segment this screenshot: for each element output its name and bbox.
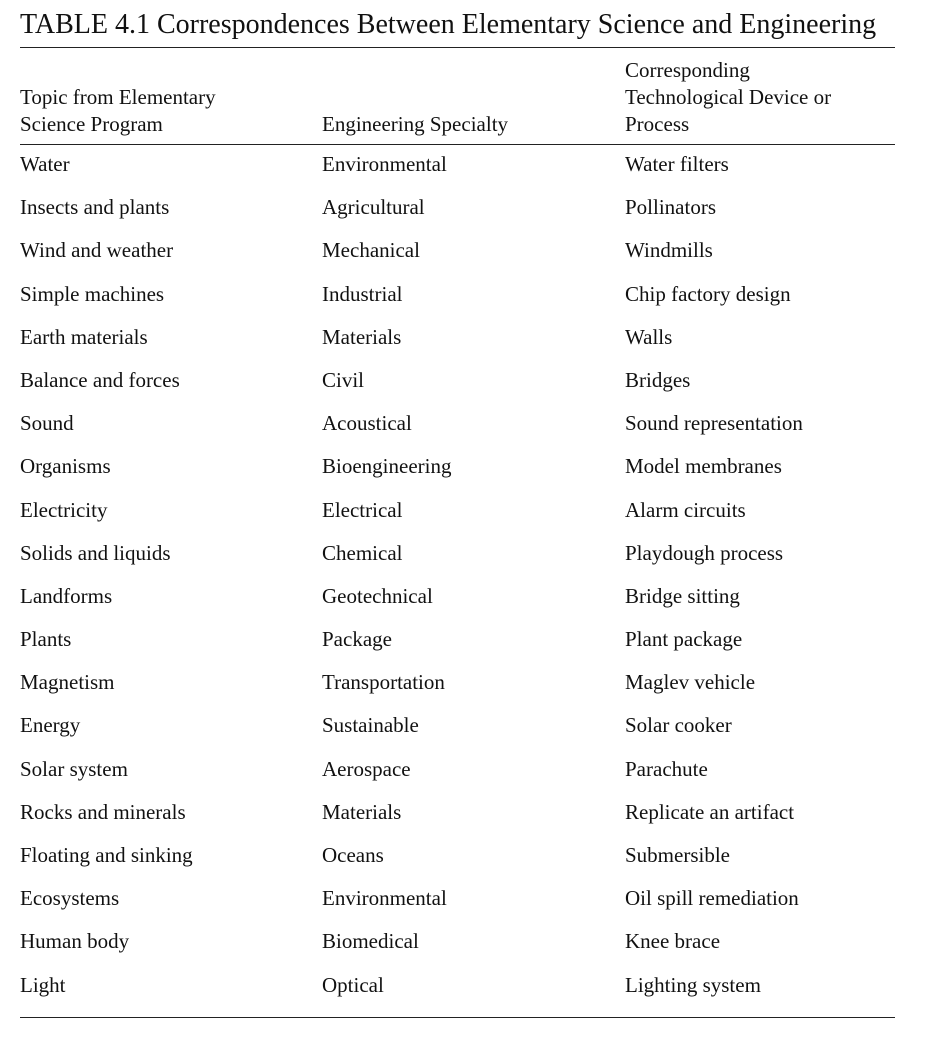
- table-row: Earth materials Materials Walls: [20, 324, 895, 367]
- cell-topic: Floating and sinking: [20, 843, 193, 867]
- cell-topic: Landforms: [20, 583, 113, 608]
- cell-device: Maglev vehicle: [625, 670, 756, 695]
- table-row: Insects and plants Agricultural Pollinator…: [20, 194, 895, 237]
- table-row: Human body Biomedical Knee brace: [20, 928, 895, 971]
- cell-device: Sound representation: [625, 411, 803, 436]
- cell-specialty: Geotechnical: [322, 583, 433, 608]
- table-row: Light Optical Lighting system: [20, 972, 895, 1015]
- cell-specialty: Sustainable: [322, 713, 419, 738]
- cell-topic: Solids and liquids: [20, 540, 171, 565]
- cell-topic: Rocks and minerals: [20, 799, 186, 824]
- cell-specialty: Industrial: [322, 281, 403, 306]
- cell-topic: Light: [20, 972, 66, 997]
- cell-specialty: Mechanical: [322, 238, 420, 263]
- table-row: Plants Package Plant package: [20, 626, 895, 669]
- cell-device: Windmills: [625, 238, 713, 263]
- cell-device: Solar cooker: [625, 713, 732, 738]
- table-header: Topic from Elementary Science Program En…: [20, 48, 895, 144]
- cell-topic: Organisms: [20, 454, 111, 479]
- cell-device: Bridges: [625, 367, 691, 392]
- cell-topic: Electricity: [20, 497, 108, 522]
- header-rule: [20, 144, 895, 145]
- cell-topic: Water: [20, 152, 70, 176]
- cell-topic: Earth materials: [20, 324, 148, 349]
- cell-specialty: Chemical: [322, 540, 403, 565]
- table-row: Simple machines Industrial Chip factory de…: [20, 281, 895, 324]
- table-row: Floating and sinking Oceans Submersible: [20, 842, 895, 885]
- cell-specialty: Materials: [322, 799, 402, 824]
- column-header-specialty: Engineering Specialty: [322, 112, 509, 136]
- table-body: Water Environmental Water filters Insects a…: [20, 145, 895, 1015]
- table-row: Sound Acoustical Sound representation: [20, 410, 895, 453]
- cell-device: Walls: [625, 324, 673, 349]
- cell-device: Parachute: [625, 756, 708, 781]
- table-row: Ecosystems Environmental Oil spill remedia…: [20, 885, 895, 928]
- cell-topic: Ecosystems: [20, 886, 120, 911]
- cell-topic: Simple machines: [20, 281, 165, 306]
- cell-device: Water filters: [625, 152, 729, 176]
- cell-topic: Balance and forces: [20, 367, 180, 392]
- cell-device: Submersible: [625, 843, 730, 867]
- cell-device: Oil spill remediation: [625, 886, 799, 911]
- cell-specialty: Materials: [322, 324, 402, 349]
- table-row: Organisms Bioengineering Model membranes: [20, 453, 895, 496]
- table-row: Solids and liquids Chemical Playdough proc…: [20, 540, 895, 583]
- cell-topic: Human body: [20, 929, 130, 954]
- document-page: TABLE 4.1 Correspondences Between Elemen…: [20, 8, 895, 1018]
- table-row: Solar system Aerospace Parachute: [20, 756, 895, 799]
- table-row: Balance and forces Civil Bridges: [20, 367, 895, 410]
- cell-device: Alarm circuits: [625, 497, 746, 522]
- table-row: Electricity Electrical Alarm circuits: [20, 497, 895, 540]
- table-row: Energy Sustainable Solar cooker: [20, 712, 895, 755]
- table-title: TABLE 4.1 Correspondences Between Elemen…: [20, 9, 877, 40]
- column-header-device: Corresponding Technological Device or Pr…: [625, 58, 832, 136]
- cell-device: Replicate an artifact: [625, 799, 795, 824]
- cell-device: Chip factory design: [625, 281, 791, 306]
- cell-specialty: Transportation: [322, 670, 445, 695]
- cell-device: Lighting system: [625, 972, 761, 997]
- cell-specialty: Package: [322, 627, 392, 652]
- cell-specialty: Bioengineering: [322, 454, 452, 479]
- cell-specialty: Oceans: [322, 843, 384, 867]
- cell-topic: Magnetism: [20, 670, 115, 695]
- cell-device: Bridge sitting: [625, 583, 740, 608]
- table-row: Water Environmental Water filters: [20, 151, 895, 194]
- cell-topic: Solar system: [20, 756, 128, 781]
- cell-specialty: Optical: [322, 972, 384, 997]
- cell-specialty: Biomedical: [322, 929, 419, 954]
- cell-specialty: Environmental: [322, 152, 447, 176]
- cell-device: Pollinators: [625, 195, 717, 220]
- cell-device: Model membranes: [625, 454, 782, 479]
- table-row: Rocks and minerals Materials Replicate an …: [20, 799, 895, 842]
- cell-specialty: Environmental: [322, 886, 447, 911]
- cell-specialty: Agricultural: [322, 195, 425, 220]
- cell-specialty: Civil: [322, 367, 365, 392]
- cell-specialty: Aerospace: [322, 756, 411, 781]
- table-row: Magnetism Transportation Maglev vehicle: [20, 669, 895, 712]
- cell-topic: Insects and plants: [20, 195, 170, 220]
- cell-specialty: Electrical: [322, 497, 403, 522]
- cell-topic: Plants: [20, 627, 72, 652]
- table-row: Wind and weather Mechanical Windmills: [20, 237, 895, 280]
- cell-topic: Wind and weather: [20, 238, 174, 263]
- table-row: Landforms Geotechnical Bridge sitting: [20, 583, 895, 626]
- cell-device: Plant package: [625, 627, 743, 652]
- cell-topic: Sound: [20, 411, 74, 436]
- bottom-rule: [20, 1016, 895, 1018]
- cell-specialty: Acoustical: [322, 411, 412, 436]
- top-rule: [20, 47, 895, 48]
- column-header-topic: Topic from Elementary Science Program: [20, 85, 216, 136]
- cell-device: Playdough process: [625, 540, 784, 565]
- cell-topic: Energy: [20, 713, 81, 738]
- cell-device: Knee brace: [625, 929, 721, 954]
